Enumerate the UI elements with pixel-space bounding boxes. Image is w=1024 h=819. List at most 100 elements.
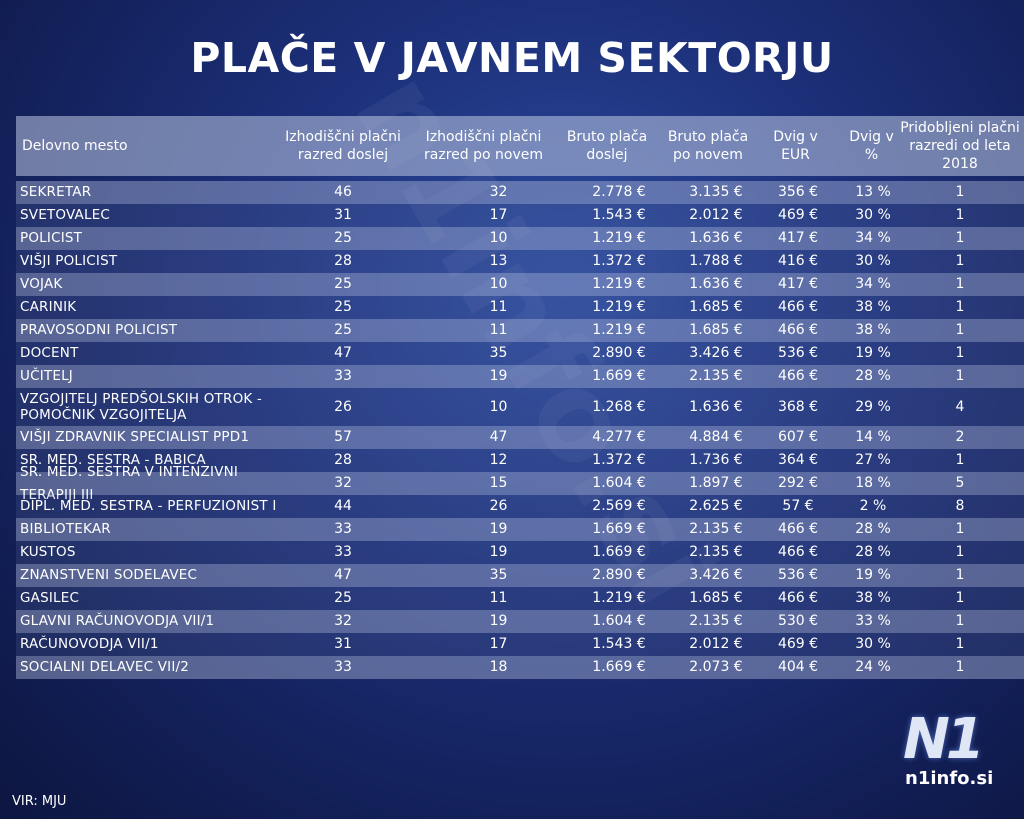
cell-raise-eur: 536 € bbox=[777, 567, 819, 583]
cell-raise-eur: 466 € bbox=[777, 544, 819, 560]
n1-logo: N1 n1info.si bbox=[903, 708, 1003, 790]
cell-position: KUSTOS bbox=[20, 544, 76, 560]
cell-raise-pct: 33 % bbox=[855, 613, 891, 629]
cell-classes-gained: 1 bbox=[955, 184, 965, 200]
cell-classes-gained: 1 bbox=[955, 567, 965, 583]
cell-classes-gained: 5 bbox=[955, 475, 965, 491]
cell-class-after: 17 bbox=[489, 636, 508, 652]
cell-gross-before: 1.372 € bbox=[592, 253, 646, 269]
cell-position: SOCIALNI DELAVEC VII/2 bbox=[20, 659, 190, 675]
cell-classes-gained: 1 bbox=[955, 590, 965, 606]
cell-class-before: 28 bbox=[334, 452, 352, 468]
cell-gross-before: 1.669 € bbox=[592, 659, 646, 675]
cell-classes-gained: 1 bbox=[955, 452, 965, 468]
cell-gross-after: 4.884 € bbox=[689, 429, 743, 445]
cell-position: VIŠJI POLICIST bbox=[20, 253, 118, 269]
cell-class-after: 35 bbox=[489, 567, 508, 583]
cell-gross-before: 1.268 € bbox=[592, 399, 646, 415]
cell-raise-pct: 14 % bbox=[855, 429, 891, 445]
cell-position: PRAVOSODNI POLICIST bbox=[20, 322, 178, 338]
cell-gross-before: 1.219 € bbox=[592, 590, 646, 606]
cell-gross-after: 1.685 € bbox=[689, 299, 743, 315]
cell-raise-pct: 19 % bbox=[855, 567, 891, 583]
cell-classes-gained: 1 bbox=[955, 230, 965, 246]
cell-position: ZNANSTVENI SODELAVEC bbox=[20, 567, 198, 583]
page-title: PLAČE V JAVNEM SEKTORJU bbox=[190, 34, 834, 82]
cell-raise-pct: 30 % bbox=[855, 636, 891, 652]
cell-raise-pct: 38 % bbox=[855, 299, 891, 315]
table-row: ZNANSTVENI SODELAVEC 47 35 2.890 € 3.426 € 53… bbox=[16, 564, 1024, 587]
cell-class-after: 35 bbox=[489, 345, 508, 361]
cell-classes-gained: 1 bbox=[955, 544, 965, 560]
cell-class-before: 32 bbox=[334, 613, 352, 629]
cell-raise-eur: 536 € bbox=[777, 345, 819, 361]
cell-class-after: 26 bbox=[489, 498, 508, 514]
cell-class-after: 17 bbox=[489, 207, 508, 223]
table-row: CARINIK 25 11 1.219 € 1.685 € 466 € 38 % 1 bbox=[16, 296, 1024, 319]
cell-raise-pct: 38 % bbox=[855, 590, 891, 606]
cell-gross-before: 2.890 € bbox=[592, 345, 646, 361]
table-row: SEKRETAR 46 32 2.778 € 3.135 € 356 € 13 % 1 bbox=[16, 181, 1024, 204]
table-row: SOCIALNI DELAVEC VII/2 33 18 1.669 € 2.073 €… bbox=[16, 656, 1024, 679]
cell-classes-gained: 1 bbox=[955, 521, 965, 537]
cell-gross-before: 2.890 € bbox=[592, 567, 646, 583]
cell-gross-after: 2.135 € bbox=[689, 368, 743, 384]
cell-class-before: 33 bbox=[334, 521, 352, 537]
cell-gross-after: 1.636 € bbox=[689, 276, 743, 292]
cell-class-after: 12 bbox=[489, 452, 508, 468]
table-row: VIŠJI POLICIST 28 13 1.372 € 1.788 € 416 € 30 … bbox=[16, 250, 1024, 273]
cell-raise-eur: 368 € bbox=[777, 399, 819, 415]
table-row: VIŠJI ZDRAVNIK SPECIALIST PPD1 57 47 4.277 … bbox=[16, 426, 1024, 449]
cell-gross-after: 1.685 € bbox=[689, 322, 743, 338]
table-row: RAČUNOVODJA VII/1 31 17 1.543 € 2.012 € 469 €… bbox=[16, 633, 1024, 656]
cell-position: RAČUNOVODJA VII/1 bbox=[20, 636, 159, 652]
cell-position: SR. MED. SESTRA V INTENZIVNI TERAPIJI II… bbox=[20, 463, 239, 503]
cell-gross-after: 3.426 € bbox=[689, 345, 743, 361]
cell-gross-after: 1.685 € bbox=[689, 590, 743, 606]
cell-class-before: 25 bbox=[334, 276, 352, 292]
cell-class-before: 25 bbox=[334, 322, 352, 338]
table-row: SR. MED. SESTRA - BABICA 28 12 1.372 € 1.736… bbox=[16, 449, 1024, 472]
cell-raise-eur: 466 € bbox=[777, 590, 819, 606]
cell-gross-after: 1.736 € bbox=[689, 452, 743, 468]
cell-class-before: 33 bbox=[334, 368, 352, 384]
cell-position: POLICIST bbox=[20, 230, 83, 246]
cell-raise-pct: 28 % bbox=[855, 368, 891, 384]
table-row: BIBLIOTEKAR 33 19 1.669 € 2.135 € 466 € 28 % 1 bbox=[16, 518, 1024, 541]
cell-classes-gained: 1 bbox=[955, 659, 965, 675]
cell-raise-pct: 34 % bbox=[855, 276, 891, 292]
cell-classes-gained: 1 bbox=[955, 613, 965, 629]
table-row: DIPL. MED. SESTRA - PERFUZIONIST I 44 26 2.… bbox=[16, 495, 1024, 518]
cell-class-after: 11 bbox=[489, 322, 508, 338]
cell-position: SEKRETAR bbox=[20, 184, 92, 200]
cell-raise-eur: 292 € bbox=[777, 475, 819, 491]
cell-gross-after: 2.073 € bbox=[689, 659, 743, 675]
cell-class-after: 18 bbox=[489, 659, 508, 675]
cell-classes-gained: 1 bbox=[955, 322, 965, 338]
cell-raise-eur: 466 € bbox=[777, 322, 819, 338]
cell-raise-eur: 469 € bbox=[777, 636, 819, 652]
cell-position: VIŠJI ZDRAVNIK SPECIALIST PPD1 bbox=[20, 429, 250, 445]
cell-raise-pct: 24 % bbox=[855, 659, 891, 675]
table-row: KUSTOS 33 19 1.669 € 2.135 € 466 € 28 % 1 bbox=[16, 541, 1024, 564]
cell-raise-pct: 28 % bbox=[855, 521, 891, 537]
cell-gross-after: 3.135 € bbox=[689, 184, 743, 200]
cell-class-before: 25 bbox=[334, 299, 352, 315]
cell-class-after: 47 bbox=[489, 429, 508, 445]
cell-class-after: 10 bbox=[489, 276, 508, 292]
cell-raise-pct: 2 % bbox=[859, 498, 887, 514]
cell-classes-gained: 4 bbox=[955, 399, 965, 415]
logo-site: n1info.si bbox=[905, 768, 994, 789]
cell-gross-before: 1.604 € bbox=[592, 475, 646, 491]
cell-classes-gained: 1 bbox=[955, 299, 965, 315]
cell-gross-after: 2.135 € bbox=[689, 521, 743, 537]
cell-gross-after: 2.012 € bbox=[689, 207, 743, 223]
table-header: Delovno mesto Izhodiščni plačni razred d… bbox=[16, 116, 1024, 176]
cell-raise-eur: 57 € bbox=[782, 498, 814, 514]
cell-position: SR. MED. SESTRA - BABICA bbox=[20, 452, 206, 468]
cell-position: GLAVNI RAČUNOVODJA VII/1 bbox=[20, 613, 215, 629]
cell-raise-pct: 30 % bbox=[855, 207, 891, 223]
cell-raise-pct: 19 % bbox=[855, 345, 891, 361]
cell-raise-pct: 28 % bbox=[855, 544, 891, 560]
header-raise-pct: Dvig v % bbox=[849, 129, 894, 163]
